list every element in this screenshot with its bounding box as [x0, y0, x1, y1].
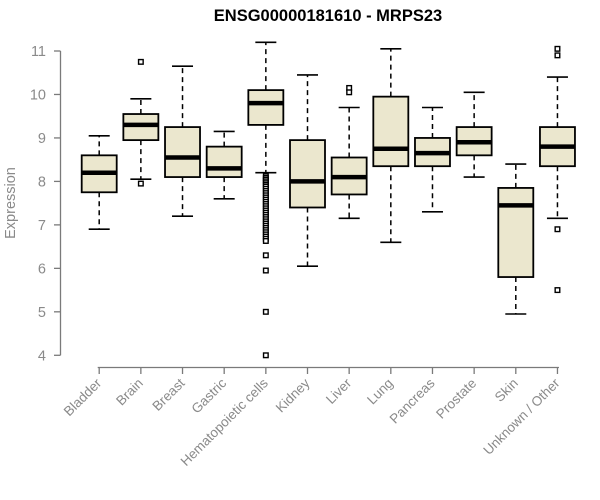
box-skin: [497, 163, 535, 315]
x-tick-label-brain: Brain: [113, 376, 146, 409]
x-tick-label-gastric: Gastric: [188, 375, 229, 416]
x-tick-label-skin: Skin: [492, 376, 521, 405]
box-prostate: [455, 91, 493, 178]
box-unknown-other: [539, 45, 576, 294]
outlier-point: [554, 287, 561, 294]
box-liver: [330, 84, 368, 220]
box-rect: [247, 89, 285, 126]
y-tick-label-11: 11: [31, 44, 46, 60]
outlier-point: [137, 180, 144, 187]
y-tick-label-8: 8: [38, 174, 46, 190]
x-tick-label-liver: Liver: [323, 375, 355, 407]
box-rect: [205, 145, 243, 178]
y-tick-label-4: 4: [38, 348, 46, 364]
outlier-point: [262, 237, 269, 244]
y-tick-label-9: 9: [38, 131, 46, 147]
box-brain: [122, 58, 160, 187]
box-pancreas: [414, 106, 451, 213]
box-hematopoietic-cells: [247, 41, 285, 359]
outlier-point: [262, 252, 269, 259]
box-gastric: [205, 130, 243, 200]
box-rect: [372, 95, 410, 168]
x-tick-label-breast: Breast: [149, 375, 187, 413]
x-tick-label-bladder: Bladder: [61, 375, 105, 419]
y-tick-label-5: 5: [38, 305, 46, 321]
x-tick-label-lung: Lung: [364, 376, 396, 408]
x-tick-label-kidney: Kidney: [273, 375, 313, 415]
x-tick-label-prostate: Prostate: [433, 376, 479, 422]
outlier-point: [262, 267, 269, 274]
box-lung: [372, 48, 410, 244]
y-tick-label-6: 6: [38, 261, 46, 277]
outlier-point: [346, 89, 353, 96]
y-tick-label-7: 7: [38, 218, 46, 234]
box-rect: [164, 126, 201, 178]
chart-title: ENSG00000181610 - MRPS23: [214, 7, 442, 25]
outlier-point: [554, 45, 561, 52]
outlier-point: [262, 308, 269, 315]
y-axis-label: Expression: [3, 167, 19, 239]
box-breast: [164, 65, 201, 217]
outlier-point: [554, 52, 561, 59]
box-bladder: [80, 134, 118, 231]
outlier-point: [137, 58, 144, 65]
outlier-point: [554, 226, 561, 233]
x-tick-label-unknown-other: Unknown / Other: [480, 375, 563, 458]
x-tick-label-pancreas: Pancreas: [387, 375, 438, 426]
box-rect: [289, 139, 326, 209]
y-tick-label-10: 10: [30, 87, 46, 103]
box-rect: [497, 187, 535, 278]
box-kidney: [289, 74, 326, 267]
outlier-point: [262, 352, 269, 359]
